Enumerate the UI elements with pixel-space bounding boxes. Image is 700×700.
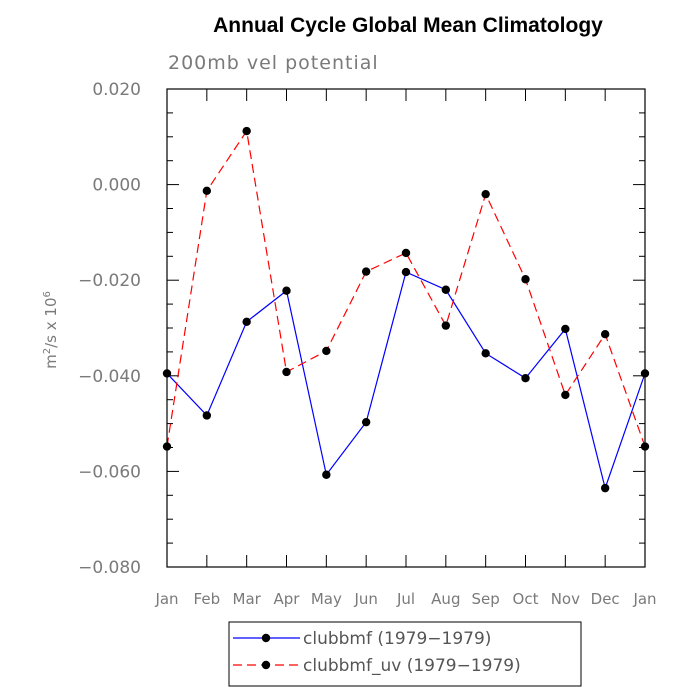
data-point — [600, 483, 610, 493]
data-point — [441, 321, 451, 330]
data-point — [282, 367, 291, 377]
y-axis-label-sup1: 2 — [42, 348, 53, 354]
series-markers — [162, 126, 650, 493]
plot-frame — [166, 88, 646, 568]
data-point — [401, 267, 411, 277]
x-tick-label: Dec — [591, 590, 620, 608]
x-tick-label: Aug — [431, 590, 460, 608]
y-axis-label-sup2: 6 — [42, 291, 53, 297]
data-point — [242, 126, 251, 136]
data-point — [521, 275, 530, 284]
data-point — [481, 189, 490, 199]
x-tick-label: Jun — [353, 590, 377, 608]
x-tick-label: Sep — [472, 590, 500, 608]
x-tick-label: Jul — [396, 590, 415, 608]
legend-box — [228, 621, 582, 687]
y-tick-label: 0.000 — [92, 176, 141, 196]
legend-label: clubbmf_uv (1979−1979) — [303, 656, 521, 676]
data-point — [361, 267, 371, 276]
y-axis-label: m2/s x 106 — [42, 291, 60, 369]
x-tick-label: Mar — [233, 590, 262, 608]
data-point — [521, 373, 530, 383]
x-tick-label: Oct — [513, 590, 539, 608]
y-axis-tick-labels: 0.020 0.000 −0.020 −0.040 −0.060 −0.080 — [78, 80, 141, 578]
data-point — [561, 390, 570, 400]
series-line-1 — [166, 129, 646, 447]
data-point — [481, 349, 490, 358]
y-tick-label: 0.020 — [92, 80, 141, 100]
data-point — [322, 346, 331, 356]
series-line-0 — [166, 271, 646, 491]
y-tick-label: −0.040 — [78, 367, 141, 387]
y-axis-label-base: m — [42, 354, 60, 369]
data-point — [242, 317, 251, 326]
chart-subtitle: 200mb vel potential — [168, 52, 379, 74]
data-point — [600, 330, 610, 339]
data-point — [361, 417, 371, 427]
x-tick-label: May — [311, 590, 342, 608]
axis-ticks — [166, 88, 646, 568]
data-point — [401, 248, 411, 258]
y-axis-label-mid: /s x 10 — [42, 298, 60, 348]
data-point — [202, 186, 212, 196]
x-axis-tick-labels: Jan Feb Mar Apr May Jun Jul Aug Sep Oct Nov Dec Jan — [154, 590, 656, 608]
series-lines — [166, 129, 646, 491]
legend: clubbmf (1979−1979) clubbmf_uv (1979−1979… — [228, 621, 582, 687]
legend-marker — [261, 633, 271, 643]
x-tick-label: Jan — [154, 590, 178, 608]
x-tick-label: Feb — [194, 590, 221, 608]
data-point — [322, 470, 331, 479]
y-tick-label: −0.020 — [78, 271, 141, 291]
y-tick-label: −0.060 — [78, 462, 141, 482]
legend-label: clubbmf (1979−1979) — [303, 629, 491, 649]
chart-title: Annual Cycle Global Mean Climatology — [213, 14, 603, 37]
x-tick-label: Nov — [551, 590, 580, 608]
data-point — [282, 286, 291, 295]
data-point — [202, 411, 212, 420]
data-point — [561, 324, 570, 334]
data-point — [441, 285, 451, 294]
y-tick-label: −0.080 — [78, 558, 141, 578]
x-tick-label: Jan — [632, 590, 656, 608]
legend-marker — [261, 660, 271, 670]
x-tick-label: Apr — [274, 590, 301, 608]
